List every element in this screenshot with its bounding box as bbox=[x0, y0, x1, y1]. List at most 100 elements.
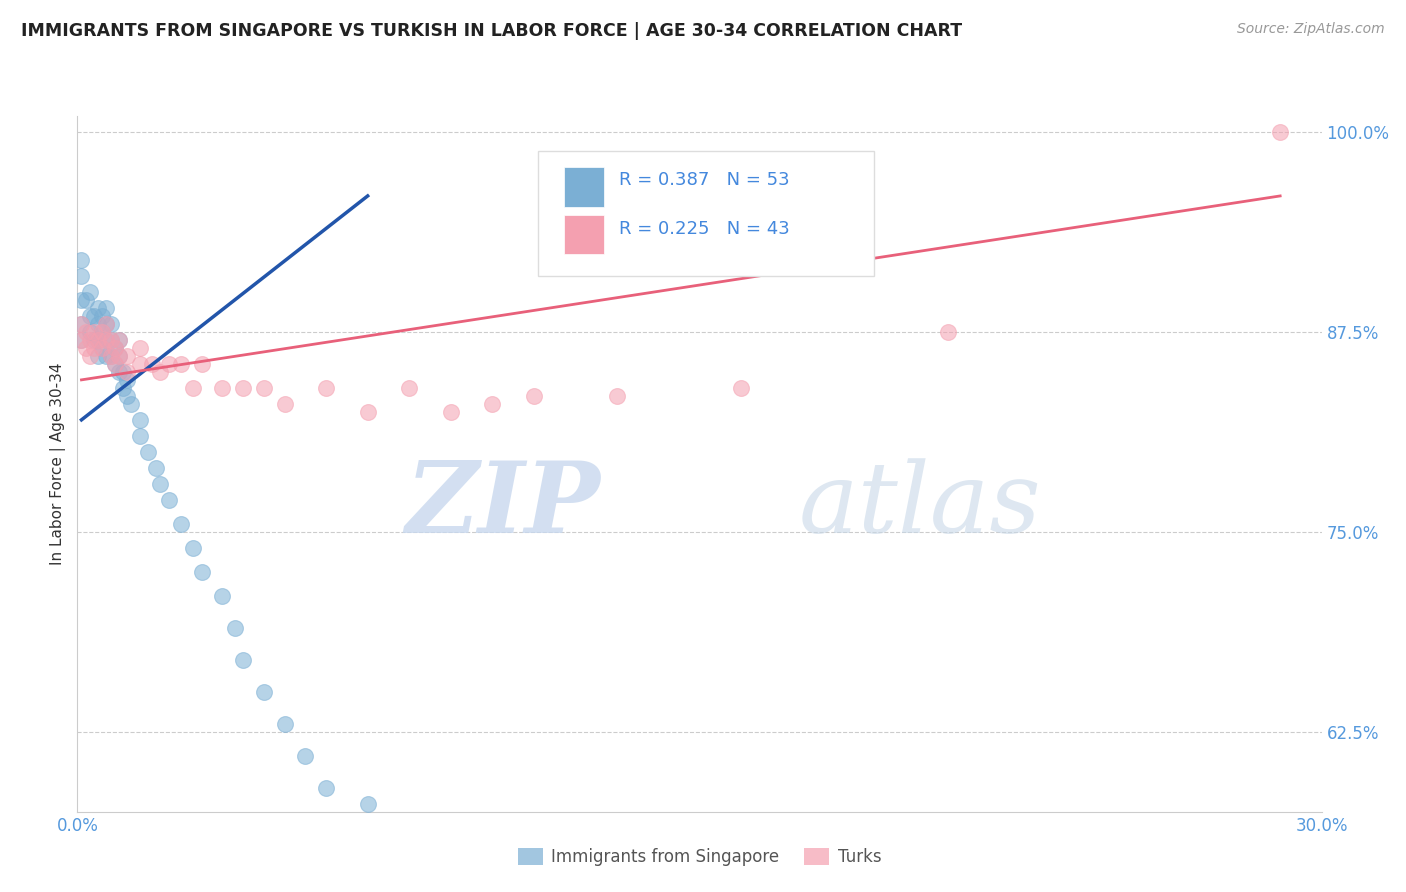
Point bbox=[170, 516, 193, 531]
Point bbox=[70, 333, 93, 347]
Point bbox=[253, 685, 276, 699]
Point bbox=[149, 476, 172, 491]
Point bbox=[191, 357, 214, 371]
Point bbox=[70, 252, 93, 267]
Point bbox=[87, 317, 110, 331]
Point bbox=[315, 381, 337, 395]
Point bbox=[100, 349, 122, 363]
Point bbox=[70, 317, 93, 331]
Point bbox=[440, 405, 463, 419]
Point bbox=[224, 621, 246, 635]
Point bbox=[149, 365, 172, 379]
Point bbox=[183, 381, 205, 395]
Point bbox=[115, 373, 138, 387]
Point bbox=[75, 325, 97, 339]
Point bbox=[357, 405, 380, 419]
Point bbox=[96, 333, 118, 347]
Point bbox=[145, 460, 167, 475]
Legend: Immigrants from Singapore, Turks: Immigrants from Singapore, Turks bbox=[512, 841, 887, 873]
Point bbox=[100, 317, 122, 331]
Point bbox=[79, 325, 101, 339]
Point bbox=[83, 333, 105, 347]
Point bbox=[232, 381, 254, 395]
Point bbox=[232, 653, 254, 667]
Point bbox=[170, 357, 193, 371]
Point bbox=[91, 325, 114, 339]
Point bbox=[141, 357, 163, 371]
Point bbox=[87, 301, 110, 315]
Point bbox=[938, 325, 960, 339]
Point bbox=[100, 333, 122, 347]
Point bbox=[87, 349, 110, 363]
Point bbox=[253, 381, 276, 395]
Point bbox=[315, 780, 337, 795]
Point bbox=[274, 716, 297, 731]
Point bbox=[108, 365, 131, 379]
Point bbox=[96, 349, 118, 363]
Point bbox=[79, 285, 101, 299]
Point bbox=[1270, 125, 1292, 139]
Point bbox=[104, 357, 127, 371]
Point bbox=[211, 589, 233, 603]
Point bbox=[183, 541, 205, 555]
Point bbox=[87, 333, 110, 347]
Point bbox=[70, 268, 93, 283]
Point bbox=[91, 325, 114, 339]
Point bbox=[115, 389, 138, 403]
Point bbox=[128, 357, 150, 371]
Point bbox=[96, 317, 118, 331]
Point bbox=[136, 445, 159, 459]
Point bbox=[104, 357, 127, 371]
Point bbox=[128, 429, 150, 443]
Point bbox=[128, 413, 150, 427]
Point bbox=[523, 389, 546, 403]
Point bbox=[398, 381, 420, 395]
Point bbox=[115, 365, 138, 379]
Point bbox=[606, 389, 628, 403]
Point bbox=[111, 365, 134, 379]
Text: ZIP: ZIP bbox=[405, 458, 600, 554]
Point bbox=[108, 333, 131, 347]
Point bbox=[128, 341, 150, 355]
Point bbox=[191, 565, 214, 579]
FancyBboxPatch shape bbox=[564, 215, 603, 254]
Point bbox=[108, 349, 131, 363]
Point bbox=[357, 797, 380, 811]
Point bbox=[96, 301, 118, 315]
Point bbox=[481, 397, 503, 411]
FancyBboxPatch shape bbox=[564, 168, 603, 207]
Point bbox=[91, 341, 114, 355]
Point bbox=[87, 333, 110, 347]
Point bbox=[104, 341, 127, 355]
Point bbox=[83, 309, 105, 323]
Point bbox=[108, 333, 131, 347]
Point bbox=[100, 333, 122, 347]
Point bbox=[70, 317, 93, 331]
Point bbox=[157, 492, 180, 507]
Point bbox=[274, 397, 297, 411]
Point bbox=[79, 349, 101, 363]
Point bbox=[104, 341, 127, 355]
Point bbox=[100, 349, 122, 363]
Point bbox=[96, 317, 118, 331]
Text: R = 0.387   N = 53: R = 0.387 N = 53 bbox=[619, 171, 789, 189]
Point bbox=[75, 293, 97, 307]
Point bbox=[91, 309, 114, 323]
Text: R = 0.225   N = 43: R = 0.225 N = 43 bbox=[619, 219, 789, 237]
Point bbox=[70, 333, 93, 347]
Point bbox=[108, 349, 131, 363]
Point bbox=[79, 309, 101, 323]
Point bbox=[75, 341, 97, 355]
Point bbox=[70, 293, 93, 307]
Text: atlas: atlas bbox=[799, 458, 1042, 553]
Point bbox=[157, 357, 180, 371]
Point bbox=[120, 397, 142, 411]
Y-axis label: In Labor Force | Age 30-34: In Labor Force | Age 30-34 bbox=[51, 362, 66, 566]
Point bbox=[83, 325, 105, 339]
Point bbox=[115, 349, 138, 363]
Point bbox=[91, 341, 114, 355]
FancyBboxPatch shape bbox=[537, 151, 873, 276]
Point bbox=[211, 381, 233, 395]
Point bbox=[87, 333, 110, 347]
Point bbox=[111, 381, 134, 395]
